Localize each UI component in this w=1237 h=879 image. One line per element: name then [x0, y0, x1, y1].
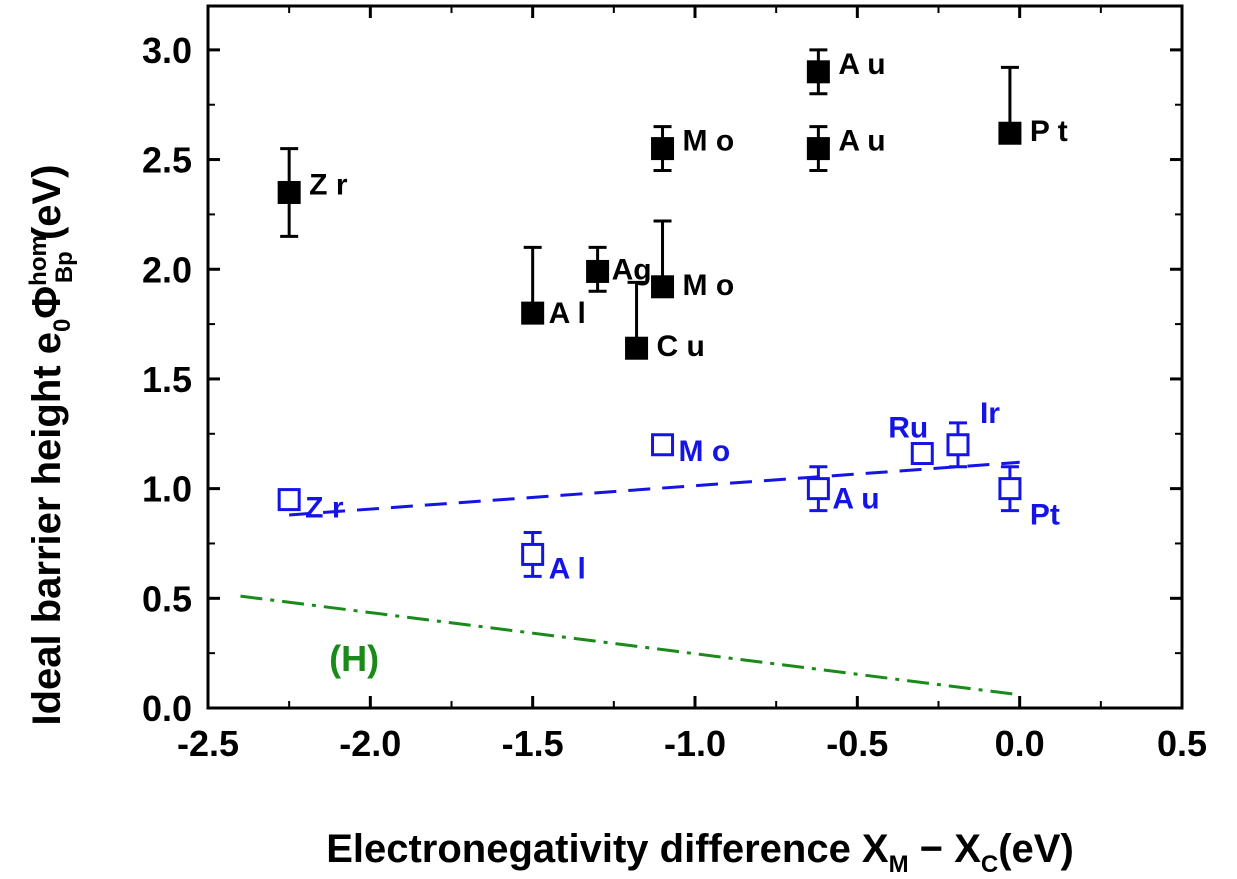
x-tick-labels: -2.5 -2.0 -1.5 -1.0 -0.5 0.0 0.5	[177, 723, 1207, 764]
y-tick-labels: 0.0 0.5 1.0 1.5 2.0 2.5 3.0	[142, 30, 192, 729]
point-label: Z r	[309, 168, 348, 201]
x-tick-label: -0.5	[826, 723, 888, 764]
data-point-filled-square	[651, 275, 675, 299]
data-point-filled-square	[806, 60, 830, 84]
y-tick-label: 3.0	[142, 30, 192, 71]
point-label: A l	[549, 552, 586, 585]
data-point-open-square	[910, 442, 934, 466]
y-axis-title: Ideal barrier height e0ΦhomBp (eV)	[25, 164, 78, 725]
x-tick-label: 0.0	[995, 723, 1045, 764]
y-tick-label: 0.5	[142, 578, 192, 619]
point-label: P t	[1030, 115, 1068, 148]
data-point-filled-square	[625, 336, 649, 360]
data-point-filled-square	[806, 137, 830, 161]
y-tick-label: 2.0	[142, 249, 192, 290]
h-line-label: (H)	[329, 638, 379, 679]
point-label: M o	[679, 435, 731, 468]
data-point-open-square	[521, 542, 545, 566]
data-point-open-square	[806, 477, 830, 501]
data-point-open-square	[277, 488, 301, 512]
dashed-trend-line	[289, 460, 1020, 517]
point-label: A u	[832, 483, 879, 516]
point-label: Ag	[612, 253, 652, 286]
data-point-filled-square	[651, 137, 675, 161]
data-point-open-square	[946, 433, 970, 457]
data-point-filled-square	[521, 301, 545, 325]
x-tick-label: -1.5	[502, 723, 564, 764]
point-labels: Z r A l Ag C u M o M o A u A u P t Z r A l M o A u Ru…	[305, 48, 1068, 586]
tick-marks	[206, 6, 1184, 710]
x-tick-label: -2.5	[177, 723, 239, 764]
y-tick-label: 2.5	[142, 140, 192, 181]
x-axis-title: Electronegativity difference XM − XC(eV)	[326, 827, 1074, 878]
point-label: M o	[683, 125, 735, 158]
y-tick-label: 0.0	[142, 688, 192, 729]
data-point-filled-square	[586, 259, 610, 283]
point-label: Pt	[1030, 499, 1060, 532]
x-tick-label: -2.0	[339, 723, 401, 764]
point-label: Ru	[888, 412, 928, 445]
data-series	[277, 48, 1022, 578]
point-label: A u	[838, 125, 885, 158]
point-label: Ir	[980, 397, 1000, 430]
x-tick-label: 0.5	[1157, 723, 1207, 764]
data-point-filled-square	[998, 121, 1022, 145]
x-tick-label: -1.0	[664, 723, 726, 764]
y-tick-label: 1.0	[142, 469, 192, 510]
point-label: A u	[838, 48, 885, 81]
data-point-open-square	[998, 477, 1022, 501]
point-label: Z r	[305, 492, 344, 525]
point-label: M o	[683, 269, 735, 302]
data-point-filled-square	[277, 180, 301, 204]
dash-dot-h-line	[240, 594, 1020, 697]
trend-lines: (H)	[240, 460, 1020, 697]
point-label: C u	[657, 330, 705, 363]
y-tick-label: 1.5	[142, 359, 192, 400]
point-label: A l	[549, 297, 586, 330]
data-point-open-square	[651, 433, 675, 457]
